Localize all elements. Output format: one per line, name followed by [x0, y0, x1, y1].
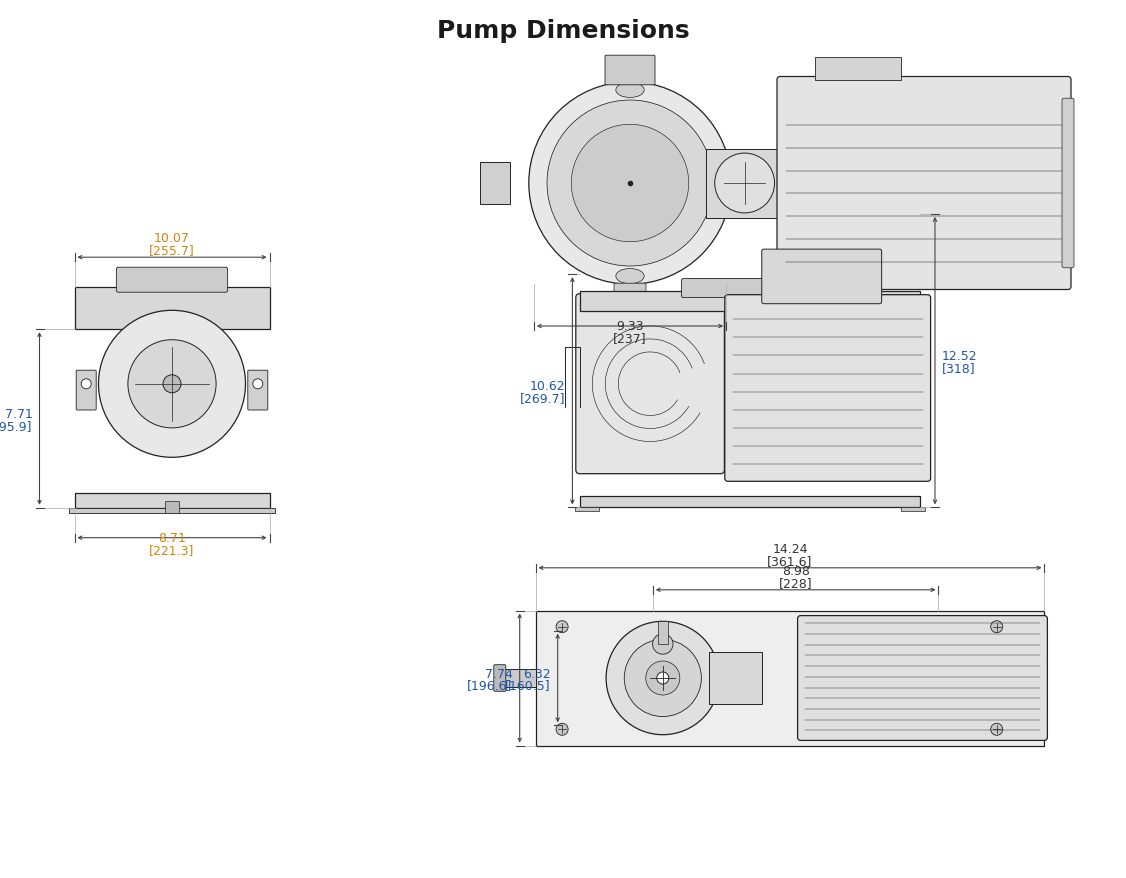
Text: [361.6]: [361.6]: [767, 554, 813, 567]
FancyBboxPatch shape: [797, 615, 1047, 740]
Bar: [536, 611, 1045, 745]
Text: 9.33: 9.33: [616, 320, 644, 333]
Text: 14.24: 14.24: [772, 543, 807, 555]
Bar: [658, 622, 668, 644]
Circle shape: [556, 723, 569, 736]
Text: [318]: [318]: [942, 362, 975, 375]
Text: [255.7]: [255.7]: [149, 244, 195, 257]
Circle shape: [529, 83, 731, 284]
Text: [269.7]: [269.7]: [520, 392, 565, 405]
FancyBboxPatch shape: [725, 295, 930, 482]
Text: 12.52: 12.52: [942, 349, 977, 363]
Circle shape: [556, 621, 569, 633]
Bar: [709, 652, 762, 704]
Circle shape: [253, 379, 262, 389]
Circle shape: [81, 379, 91, 389]
Circle shape: [571, 126, 689, 242]
Text: [196.6]: [196.6]: [467, 679, 512, 692]
Text: Pump Dimensions: Pump Dimensions: [437, 19, 689, 43]
Bar: [814, 57, 901, 81]
FancyBboxPatch shape: [605, 56, 655, 86]
Bar: [901, 507, 924, 512]
FancyBboxPatch shape: [777, 77, 1071, 290]
FancyBboxPatch shape: [1062, 99, 1074, 269]
Text: [160.5]: [160.5]: [506, 679, 551, 692]
Bar: [166, 501, 179, 513]
Text: 8.71: 8.71: [158, 531, 186, 544]
Bar: [74, 493, 269, 508]
Ellipse shape: [616, 270, 644, 284]
FancyBboxPatch shape: [494, 665, 506, 692]
Circle shape: [606, 622, 720, 735]
Circle shape: [98, 311, 245, 457]
FancyBboxPatch shape: [116, 268, 227, 293]
Bar: [503, 669, 536, 687]
Text: [237]: [237]: [614, 332, 646, 344]
Text: [221.3]: [221.3]: [150, 543, 195, 556]
Circle shape: [128, 341, 216, 428]
Bar: [580, 291, 920, 311]
Text: 10.62: 10.62: [529, 380, 565, 392]
Text: 7.74: 7.74: [485, 666, 512, 680]
Circle shape: [656, 673, 669, 684]
Circle shape: [163, 376, 181, 393]
Bar: [575, 507, 599, 512]
Text: 6.32: 6.32: [524, 666, 551, 680]
Text: 10.07: 10.07: [154, 232, 190, 245]
Circle shape: [653, 634, 673, 654]
FancyBboxPatch shape: [77, 371, 96, 411]
Text: [195.9]: [195.9]: [0, 420, 33, 433]
FancyBboxPatch shape: [762, 250, 882, 305]
FancyBboxPatch shape: [248, 371, 268, 411]
Bar: [580, 496, 920, 507]
Circle shape: [991, 723, 1002, 736]
Bar: [69, 508, 276, 513]
Ellipse shape: [616, 83, 644, 98]
Circle shape: [646, 661, 680, 695]
Bar: [74, 288, 269, 330]
Circle shape: [991, 621, 1002, 633]
Circle shape: [547, 101, 713, 267]
Circle shape: [715, 154, 775, 213]
FancyBboxPatch shape: [614, 284, 646, 305]
Bar: [706, 149, 792, 219]
Bar: [480, 163, 510, 205]
FancyBboxPatch shape: [575, 294, 724, 474]
Circle shape: [624, 640, 701, 716]
Text: [228]: [228]: [779, 576, 813, 589]
Text: 7.71: 7.71: [5, 407, 33, 421]
FancyBboxPatch shape: [681, 279, 796, 299]
Text: 8.98: 8.98: [781, 565, 810, 577]
